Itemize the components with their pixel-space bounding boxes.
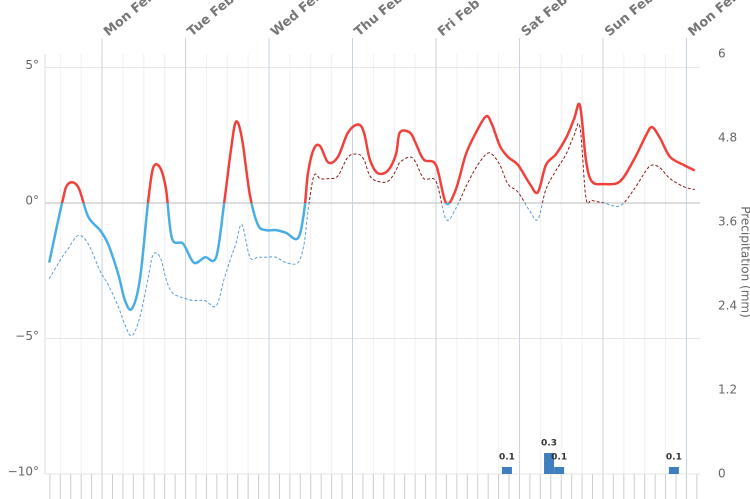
wind-strip [49, 474, 698, 499]
precip-bar [544, 453, 555, 474]
y2-tick-label: 0 [718, 467, 726, 481]
bar-value-label: 0.1 [666, 453, 682, 463]
y2-axis-title: Precipitation (mm) [739, 206, 750, 318]
y2-tick-label: 3.6 [718, 215, 737, 229]
day-label: Sat Feb [519, 0, 571, 40]
day-label: Fri Feb [435, 0, 483, 40]
plot-area [45, 54, 700, 474]
day-label: Wed Feb [268, 0, 326, 40]
y-tick-label: 0° [25, 194, 39, 208]
day-label: Sun Feb [602, 0, 657, 40]
precip-bar [554, 467, 565, 474]
y-tick-label: −10° [8, 465, 39, 479]
precip-bar [501, 467, 512, 474]
y-tick-label: 5° [25, 58, 39, 72]
day-label: Mon Feb [101, 0, 158, 40]
temperature-line [47, 102, 696, 312]
bar-value-label: 0.3 [541, 439, 557, 449]
y2-tick-label: 1.2 [718, 383, 737, 397]
dashed-line [48, 122, 695, 337]
precip-bar [668, 467, 679, 474]
bar-value-label: 0.1 [551, 453, 567, 463]
y-tick-label: −5° [15, 329, 39, 343]
day-label: Tue Feb [185, 0, 238, 40]
y2-tick-label: 4.8 [718, 131, 737, 145]
day-label: Mon Feb [686, 0, 743, 40]
y2-tick-label: 6 [718, 47, 726, 61]
y2-tick-label: 2.4 [718, 299, 737, 313]
bar-value-label: 0.1 [499, 453, 515, 463]
day-label: Thu Feb [352, 0, 406, 40]
